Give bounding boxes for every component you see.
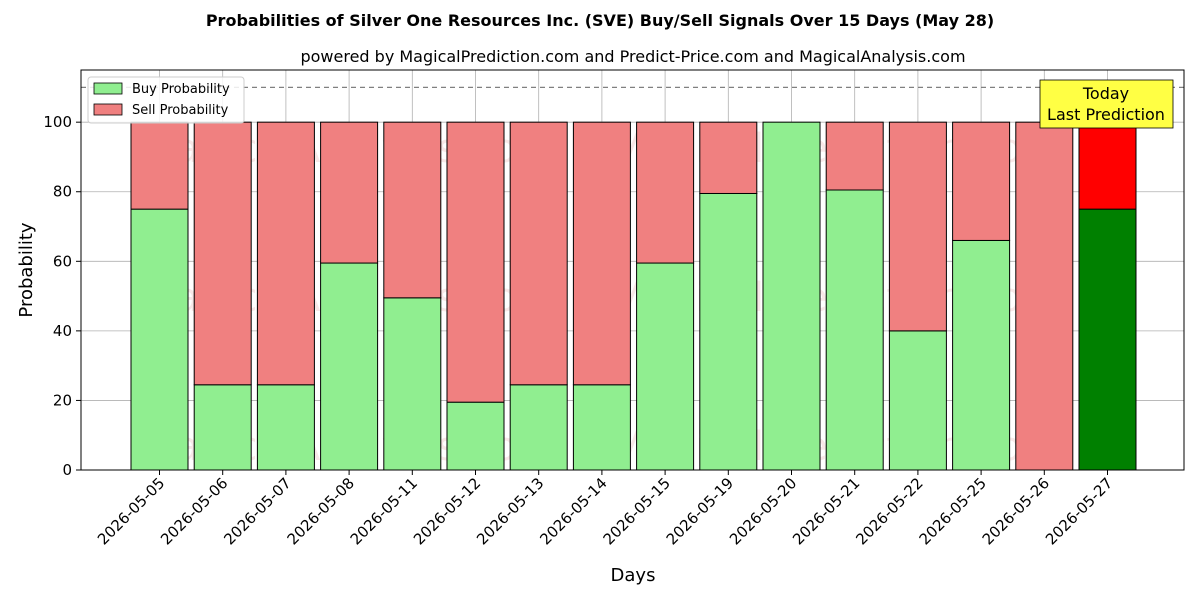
x-tick-label: 2026-05-11 xyxy=(347,474,421,548)
y-tick-label: 40 xyxy=(53,322,72,340)
chart-title: Probabilities of Silver One Resources In… xyxy=(206,11,994,30)
bar-buy-2026-05-08 xyxy=(320,262,379,471)
bar-sell-2026-05-08 xyxy=(320,121,379,264)
bar-buy-2026-05-13 xyxy=(509,384,568,471)
y-axis-ticks: 0 20 40 60 80 100 xyxy=(43,113,81,479)
today-annotation-line1: Today xyxy=(1082,84,1129,103)
x-tick-label: 2026-05-20 xyxy=(726,474,800,548)
bar-sell-2026-05-26 xyxy=(1015,121,1074,471)
today-annotation-box xyxy=(1039,79,1174,129)
y-tick-label: 60 xyxy=(53,252,72,270)
plot-frame xyxy=(80,69,1185,471)
legend: Buy Probability Sell Probability xyxy=(87,76,245,124)
legend-frame xyxy=(87,76,245,124)
bar-buy-2026-05-20 xyxy=(762,121,821,471)
bar-buy-2026-05-12 xyxy=(446,401,505,471)
x-tick-label: 2026-05-15 xyxy=(600,474,674,548)
y-axis-label: Probability xyxy=(16,222,37,317)
x-axis-ticks: 2026-05-052026-05-062026-05-072026-05-08… xyxy=(94,470,1116,548)
bar-buy-2026-05-19 xyxy=(699,192,758,471)
bar-sell-2026-05-21 xyxy=(825,121,884,191)
bar-buy-2026-05-15 xyxy=(636,262,695,471)
x-axis-label: Days xyxy=(611,565,656,586)
bars xyxy=(130,121,1137,471)
bar-sell-2026-05-06 xyxy=(193,121,252,386)
chart-subtitle: powered by MagicalPrediction.com and Pre… xyxy=(300,47,965,66)
legend-buy-swatch xyxy=(93,82,123,95)
x-tick-label: 2026-05-26 xyxy=(979,474,1053,548)
x-tick-label: 2026-05-08 xyxy=(284,474,358,548)
bar-sell-2026-05-05 xyxy=(130,121,189,210)
bar-buy-2026-05-21 xyxy=(825,189,884,471)
y-tick-label: 20 xyxy=(53,391,72,409)
x-tick-label: 2026-05-05 xyxy=(94,474,168,548)
x-tick-label: 2026-05-25 xyxy=(916,474,990,548)
bar-sell-2026-05-07 xyxy=(256,121,315,386)
bar-sell-2026-05-13 xyxy=(509,121,568,386)
x-tick-label: 2026-05-12 xyxy=(410,474,484,548)
x-tick-label: 2026-05-14 xyxy=(536,474,610,548)
bar-buy-2026-05-25 xyxy=(952,239,1011,471)
bar-buy-2026-05-27 xyxy=(1078,208,1137,471)
bar-buy-2026-05-11 xyxy=(383,297,442,471)
legend-buy-label: Buy Probability xyxy=(132,82,230,97)
bar-buy-2026-05-14 xyxy=(572,384,631,471)
bar-buy-2026-05-05 xyxy=(130,208,189,471)
x-tick-label: 2026-05-13 xyxy=(473,474,547,548)
today-annotation: Today Last Prediction xyxy=(1039,79,1174,129)
bar-sell-2026-05-27 xyxy=(1078,121,1137,210)
bar-sell-2026-05-25 xyxy=(952,121,1011,241)
x-tick-label: 2026-05-07 xyxy=(220,474,294,548)
today-annotation-line2: Last Prediction xyxy=(1047,105,1165,124)
bar-sell-2026-05-14 xyxy=(572,121,631,386)
x-tick-label: 2026-05-22 xyxy=(852,474,926,548)
bar-buy-2026-05-22 xyxy=(888,330,947,471)
bar-sell-2026-05-11 xyxy=(383,121,442,299)
bar-buy-2026-05-07 xyxy=(256,384,315,471)
bar-buy-2026-05-06 xyxy=(193,384,252,471)
bar-sell-2026-05-15 xyxy=(636,121,695,264)
legend-sell-label: Sell Probability xyxy=(132,103,229,118)
bar-sell-2026-05-19 xyxy=(699,121,758,194)
x-tick-label: 2026-05-27 xyxy=(1042,474,1116,548)
y-tick-label: 80 xyxy=(53,183,72,201)
y-tick-label: 0 xyxy=(62,461,72,479)
bar-sell-2026-05-22 xyxy=(888,121,947,332)
y-tick-label: 100 xyxy=(43,113,72,131)
x-tick-label: 2026-05-19 xyxy=(663,474,737,548)
x-tick-label: 2026-05-06 xyxy=(157,474,231,548)
legend-sell-swatch xyxy=(93,103,123,116)
x-tick-label: 2026-05-21 xyxy=(789,474,863,548)
bar-sell-2026-05-12 xyxy=(446,121,505,403)
